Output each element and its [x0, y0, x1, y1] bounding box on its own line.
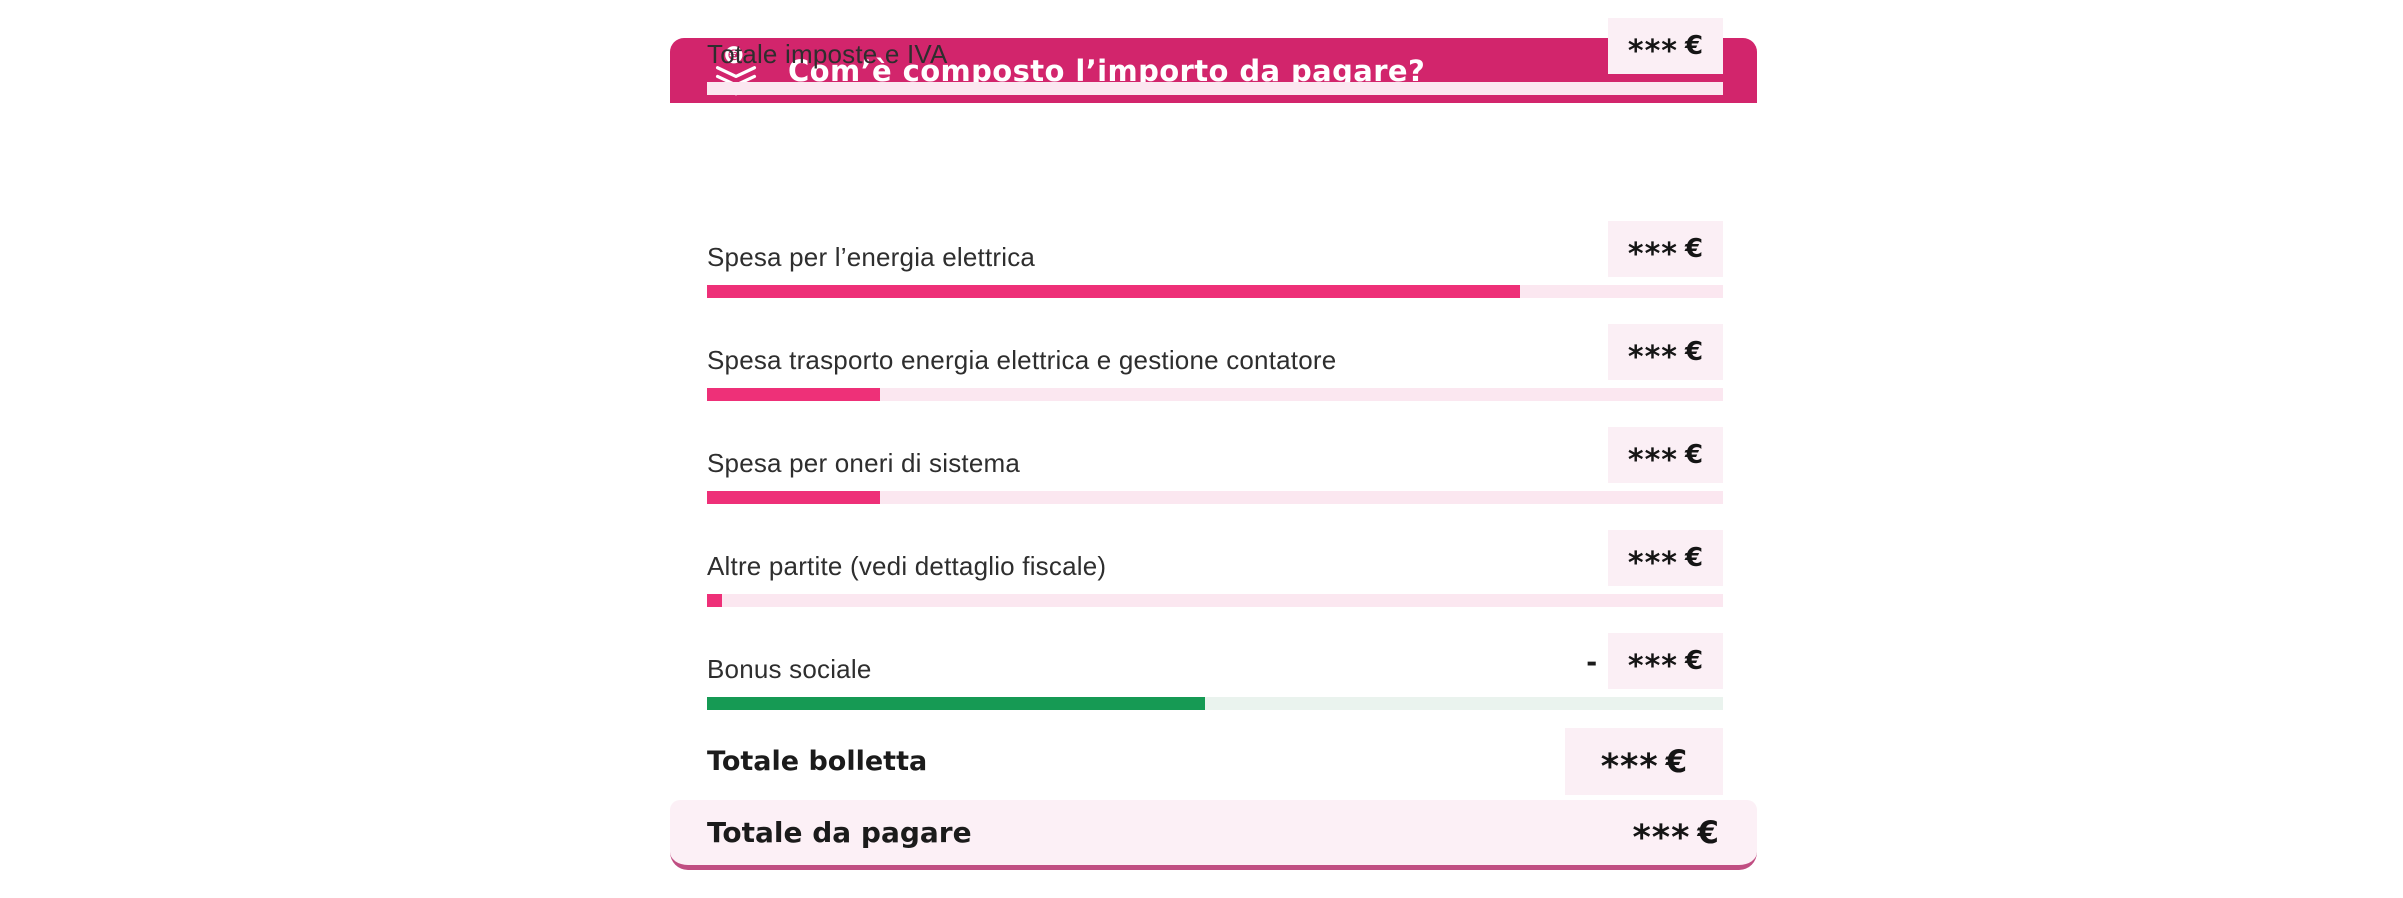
cost-label: Totale imposte e IVA: [707, 39, 948, 69]
currency-symbol: €: [1684, 543, 1704, 573]
total-bolletta-label: Totale bolletta: [707, 746, 928, 777]
cost-bar-fill: [707, 594, 723, 607]
currency-symbol: €: [1665, 743, 1688, 780]
cost-bar-fill: [707, 491, 880, 504]
minus-sign: -: [1586, 642, 1597, 679]
currency-symbol: €: [1684, 337, 1704, 367]
total-da-pagare-row: Totale da pagare *** €: [670, 800, 1757, 870]
cost-bar-fill: [707, 285, 1520, 298]
cost-row-imposte-iva: Totale imposte e IVA *** €: [670, 18, 1757, 141]
total-bolletta-row: Totale bolletta *** €: [707, 728, 1723, 795]
cost-bar-track: [707, 491, 1723, 504]
currency-symbol: €: [1684, 234, 1704, 264]
bonus-bar-track: [707, 697, 1723, 710]
masked-amount: ***: [1600, 746, 1659, 787]
cost-label: Bonus sociale: [707, 654, 872, 684]
masked-amount: ***: [1627, 339, 1678, 375]
currency-symbol: €: [1697, 814, 1719, 851]
cost-bar-fill: [707, 388, 880, 401]
total-bolletta-amount-box: *** €: [1565, 728, 1723, 795]
currency-symbol: €: [1684, 440, 1704, 470]
total-da-pagare-label: Totale da pagare: [707, 816, 972, 849]
cost-row-energia: Spesa per l’energia elettrica *** €: [670, 221, 1757, 344]
bill-breakdown-card: € Com’è composto l’importo da pagare? Sp…: [670, 18, 1757, 870]
amount-box: *** €: [1608, 221, 1723, 277]
amount-box: *** €: [1608, 633, 1723, 689]
cost-row-bonus-sociale: Bonus sociale - *** €: [670, 633, 1757, 756]
cost-bar-track: [707, 285, 1723, 298]
card-title: Com’è composto l’importo da pagare?: [788, 53, 1426, 88]
amount-box: *** €: [1608, 427, 1723, 483]
currency-symbol: €: [1684, 31, 1704, 61]
cost-label: Spesa trasporto energia elettrica e gest…: [707, 345, 1337, 375]
masked-amount: ***: [1627, 33, 1678, 69]
cost-row-trasporto: Spesa trasporto energia elettrica e gest…: [670, 324, 1757, 447]
cost-bar-track: [707, 594, 1723, 607]
cost-label: Spesa per l’energia elettrica: [707, 242, 1036, 272]
amount-box: *** €: [1608, 18, 1723, 74]
cost-bar-track: [707, 82, 1723, 95]
bonus-bar-fill: [707, 697, 1205, 710]
svg-text:€: €: [729, 48, 738, 62]
masked-amount: ***: [1627, 236, 1678, 272]
cost-row-oneri: Spesa per oneri di sistema *** €: [670, 427, 1757, 550]
currency-symbol: €: [1684, 646, 1704, 676]
amount-box: *** €: [1608, 324, 1723, 380]
cost-bar-track: [707, 388, 1723, 401]
masked-amount: ***: [1627, 545, 1678, 581]
masked-amount: ***: [1632, 817, 1691, 858]
masked-amount: ***: [1627, 648, 1678, 684]
cost-row-altre-partite: Altre partite (vedi dettaglio fiscale) *…: [670, 530, 1757, 653]
cost-label: Altre partite (vedi dettaglio fiscale): [707, 551, 1107, 581]
amount-box: *** €: [1608, 530, 1723, 586]
masked-amount: ***: [1627, 442, 1678, 478]
cost-label: Spesa per oneri di sistema: [707, 448, 1021, 478]
total-da-pagare-amount: *** €: [1633, 813, 1720, 858]
